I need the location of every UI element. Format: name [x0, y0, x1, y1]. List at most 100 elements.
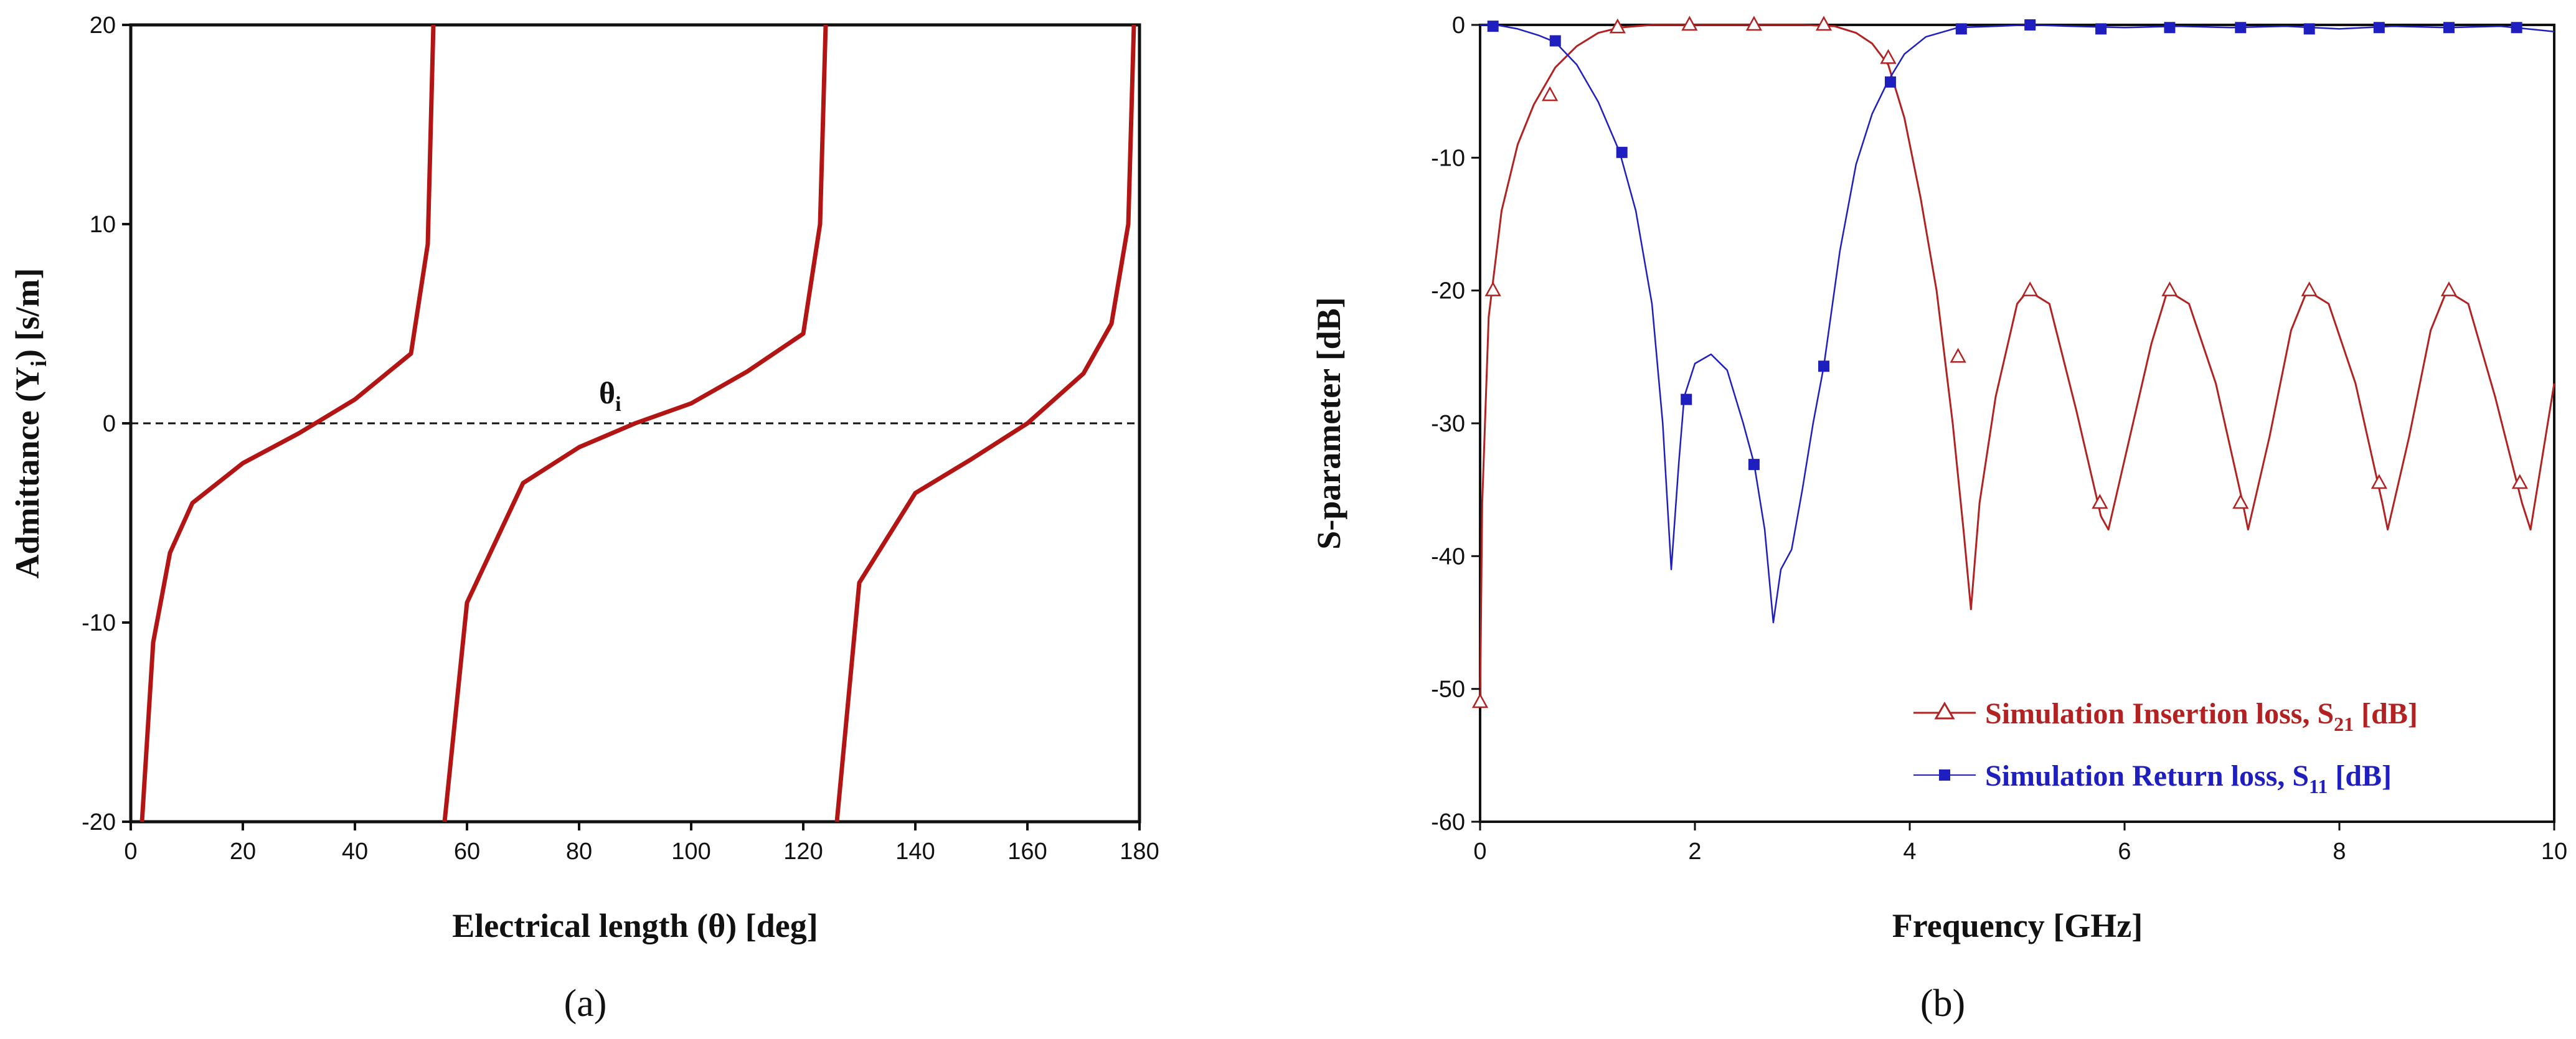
s11-marker [1487, 21, 1499, 32]
x-tick-label: 10 [2541, 839, 2567, 865]
legend-entry-s21: Simulation Insertion loss, S21 [dB] [1913, 697, 2418, 735]
s11-marker [1818, 360, 1829, 372]
y-tick-label: -10 [1431, 145, 1465, 171]
x-tick-label: 0 [124, 839, 137, 865]
s21-marker [1815, 16, 1833, 31]
s11-marker [2235, 22, 2247, 34]
s21-marker [2440, 281, 2458, 296]
legend-label-s21-sub: 21 [2334, 713, 2354, 735]
s21-marker [1542, 86, 1559, 101]
chart-b-y-ticks: 0 -10 -20 -30 -40 -50 -60 [1431, 12, 1480, 835]
s21-marker [2301, 281, 2318, 296]
s21-marker [1681, 16, 1698, 31]
x-tick-label: 20 [230, 839, 256, 865]
legend-label-s21: Simulation Insertion loss, S21 [dB] [1985, 697, 2418, 735]
legend-label-s11: Simulation Return loss, S11 [dB] [1985, 759, 2392, 797]
s11-line [1480, 24, 2555, 624]
y-tick-label: -50 [1431, 677, 1465, 703]
chart-a-series [139, 24, 1136, 822]
s21-marker [2232, 494, 2249, 509]
chart-b-legend: Simulation Insertion loss, S21 [dB] Simu… [1913, 697, 2418, 797]
legend-marker-s11 [1939, 769, 1950, 781]
chart-a-y-ticks: 20 10 0 -10 -20 [82, 12, 131, 835]
legend-label-s21-main: Simulation Insertion loss, S [1985, 697, 2334, 730]
s11-marker [2164, 22, 2176, 34]
s11-marker [1748, 459, 1760, 471]
s21-marker [1484, 281, 1501, 296]
chart-a-x-ticks: 0 20 40 60 80 100 120 140 160 180 [124, 822, 1159, 865]
series-s21 [1471, 16, 2555, 708]
legend-label-s11-suffix: [dB] [2328, 759, 2392, 792]
x-tick-label: 6 [2118, 839, 2131, 865]
y-tick-label: 10 [90, 212, 116, 238]
x-tick-label: 40 [342, 839, 368, 865]
chart-b-x-ticks: 0 2 4 6 8 10 [1473, 822, 2567, 865]
s21-marker [1609, 18, 1626, 34]
chart-b-panel-label: (b) [1920, 982, 1965, 1025]
s21-marker [2022, 281, 2039, 296]
x-tick-label: 60 [454, 839, 480, 865]
chart-b-plot-area [1471, 16, 2555, 823]
x-tick-label: 4 [1903, 839, 1916, 865]
y-tick-label: -20 [1431, 278, 1465, 304]
s21-marker [1880, 49, 1897, 64]
s21-marker [2092, 494, 2108, 509]
s11-marker [2024, 19, 2036, 31]
admittance-curve-branch [834, 24, 1136, 822]
s21-marker [1471, 693, 1489, 708]
chart-a-ylabel: Admittance (Yi) [s/m] [9, 268, 51, 579]
s11-marker [2303, 23, 2315, 35]
chart-b-xlabel: Frequency [GHz] [1892, 907, 2143, 944]
x-tick-label: 8 [2333, 839, 2346, 865]
s21-marker [2371, 474, 2387, 489]
chart-a-xlabel: Electrical length (θ) [deg] [452, 907, 818, 944]
chart-a-ylabel-main: Admittance (Y [9, 367, 46, 578]
legend-entry-s11: Simulation Return loss, S11 [dB] [1913, 759, 2392, 797]
chart-a-ylabel-sub: i [26, 360, 51, 367]
x-tick-label: 2 [1688, 839, 1701, 865]
x-tick-label: 120 [783, 839, 823, 865]
legend-label-s11-main: Simulation Return loss, S [1985, 759, 2309, 792]
s11-marker [1955, 23, 1967, 35]
x-tick-label: 100 [671, 839, 710, 865]
s11-marker [2373, 22, 2385, 34]
y-tick-label: -40 [1431, 543, 1465, 570]
x-tick-label: 80 [566, 839, 592, 865]
s11-marker [1616, 146, 1628, 158]
chart-a-annotation: θi [599, 375, 621, 416]
y-tick-label: 20 [90, 12, 116, 39]
chart-a-plot-area [129, 23, 1141, 824]
s21-line [1479, 24, 2555, 703]
legend-label-s11-sub: 11 [2309, 775, 2328, 797]
chart-b: 0 2 4 6 8 10 0 -10 -20 -30 -40 -50 -60 Simulation I… [1310, 12, 2567, 1025]
y-tick-label: -30 [1431, 411, 1465, 437]
s21-marker [1950, 347, 1966, 363]
s11-marker [1549, 35, 1561, 47]
s21-marker [2511, 474, 2528, 489]
series-s11 [1480, 19, 2555, 624]
chart-a-panel-label: (a) [564, 982, 607, 1025]
s21-marker [2161, 281, 2178, 296]
chart-b-ylabel: S-parameter [dB] [1310, 297, 1347, 549]
chart-a-annotation-sub: i [615, 393, 621, 416]
y-tick-label: -60 [1431, 809, 1465, 835]
legend-label-s21-suffix: [dB] [2354, 697, 2418, 730]
chart-a-annotation-main: θ [599, 375, 615, 410]
legend-marker-s21 [1934, 702, 1955, 720]
x-tick-label: 0 [1473, 839, 1486, 865]
s11-marker [2095, 23, 2107, 35]
s11-marker [1884, 76, 1896, 88]
chart-b-series [1471, 16, 2555, 708]
y-tick-label: -10 [82, 610, 116, 636]
admittance-curve-branch [442, 24, 828, 822]
y-tick-label: 0 [103, 411, 116, 437]
admittance-curve-branch [139, 24, 436, 822]
x-tick-label: 160 [1007, 839, 1047, 865]
s11-marker [2443, 22, 2455, 34]
s11-marker [1681, 393, 1692, 405]
y-tick-label: -20 [82, 809, 116, 835]
y-tick-label: 0 [1452, 12, 1465, 39]
s21-marker [1745, 16, 1762, 31]
x-tick-label: 180 [1120, 839, 1159, 865]
